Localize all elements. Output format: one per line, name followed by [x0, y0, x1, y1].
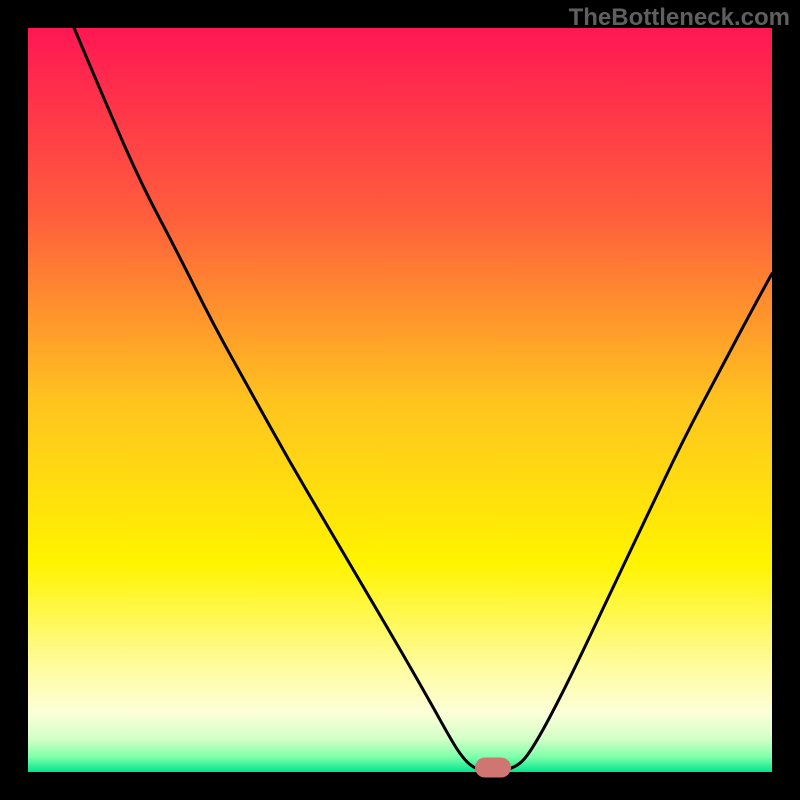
plot-area [28, 28, 772, 772]
bottleneck-chart [0, 0, 800, 800]
watermark-text: TheBottleneck.com [569, 4, 790, 32]
optimum-marker [475, 758, 511, 778]
chart-container: TheBottleneck.com [0, 0, 800, 800]
